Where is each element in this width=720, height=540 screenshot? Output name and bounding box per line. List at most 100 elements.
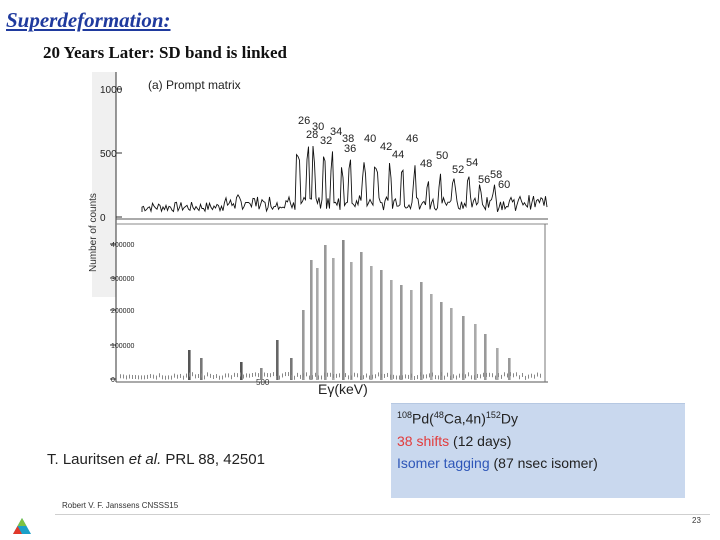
spectrum-background xyxy=(498,373,499,378)
spectrum-peak xyxy=(370,266,373,380)
spectrum-background xyxy=(540,373,541,378)
peak-label: 38 xyxy=(342,133,354,145)
peak-label: 36 xyxy=(344,143,356,155)
spectrum-background xyxy=(531,373,532,378)
spectrum-background xyxy=(396,375,397,380)
spectrum-background xyxy=(243,374,244,379)
spectrum-background xyxy=(285,372,286,377)
peak-label: 58 xyxy=(490,169,502,181)
spectrum-background xyxy=(435,375,436,380)
spectrum-peak xyxy=(240,362,243,380)
spectrum-peak xyxy=(316,268,319,380)
spectrum-background xyxy=(192,372,193,377)
peak-label: 44 xyxy=(392,149,404,161)
spectrum-background xyxy=(501,374,502,379)
spectrum-background xyxy=(528,374,529,379)
reaction-ca: Ca,4n) xyxy=(443,410,486,427)
spectrum-background xyxy=(303,373,304,378)
peak-label: 60 xyxy=(498,179,510,191)
spectrum-background xyxy=(363,375,364,380)
peak-label: 48 xyxy=(420,158,432,170)
spectrum-background xyxy=(252,372,253,377)
spectrum-peak xyxy=(508,358,511,380)
spectrum-background xyxy=(174,373,175,378)
spectrum-background xyxy=(324,372,325,377)
shifts-highlight: 38 shifts xyxy=(397,433,450,449)
peak-label: 30 xyxy=(312,121,324,133)
spectrum-peak xyxy=(420,282,423,380)
spectrum-background xyxy=(240,372,241,377)
spectrum-peak xyxy=(360,252,363,380)
spectrum-background xyxy=(513,373,514,378)
peak-label: 40 xyxy=(364,133,376,145)
spectrum-background xyxy=(270,373,271,378)
peak-label: 42 xyxy=(380,141,392,153)
peak-label: 54 xyxy=(466,157,478,169)
peak-label: 26 xyxy=(298,115,310,127)
bottom-tick-label: 400000 xyxy=(111,242,134,249)
peak-label: 56 xyxy=(478,174,490,186)
spectrum-background xyxy=(372,374,373,379)
spectrum-peak xyxy=(450,308,453,380)
spectrum-background xyxy=(249,373,250,378)
figure-left-margin xyxy=(92,72,116,297)
spectrum-background xyxy=(357,373,358,378)
spectrum-background xyxy=(411,373,412,378)
spectrum-background xyxy=(384,373,385,378)
spectrum-background xyxy=(381,373,382,378)
citation: T. Lauritsen et al. PRL 88, 42501 xyxy=(47,451,265,468)
spectrum-background xyxy=(162,375,163,380)
reaction-pd: Pd( xyxy=(412,410,434,427)
spectrum-background xyxy=(468,372,469,377)
panel-a-label: (a) Prompt matrix xyxy=(148,78,241,92)
spectrum-peak xyxy=(290,358,293,380)
spectrum-background xyxy=(165,375,166,380)
spectrum-background xyxy=(258,373,259,378)
spectrum-background xyxy=(402,375,403,380)
top-tick-label: 500 xyxy=(100,149,117,160)
slide-subtitle: 20 Years Later: SD band is linked xyxy=(43,43,288,62)
spectrum-background xyxy=(225,373,226,378)
spectrum-background xyxy=(309,375,310,380)
spectrum-background xyxy=(330,372,331,377)
spectrum-background xyxy=(465,374,466,379)
spectrum-background xyxy=(438,375,439,380)
prompt-matrix-spectrum xyxy=(141,145,548,213)
spectrum-background xyxy=(354,372,355,377)
spectrum-background xyxy=(126,375,127,380)
spectrum-background xyxy=(171,375,172,380)
spectrum-background xyxy=(123,374,124,379)
spectrum-figure: (a) Prompt matrix Number of counts Eγ(ke… xyxy=(80,72,680,402)
spectrum-background xyxy=(393,374,394,379)
spectrum-background xyxy=(456,375,457,380)
spectrum-peak xyxy=(400,285,403,380)
spectrum-background xyxy=(429,373,430,378)
footer-divider xyxy=(55,514,710,515)
axis-ticks: 1000 500 0 400000 300000 200000 100000 0 500 xyxy=(100,85,270,387)
reaction-sup-ca: 48 xyxy=(433,410,444,420)
page-number: 23 xyxy=(692,516,701,525)
spectrum-background xyxy=(141,375,142,380)
spectrum-background xyxy=(399,375,400,380)
spectrum-peak xyxy=(260,368,263,380)
summed-spectrum xyxy=(120,240,541,380)
spectrum-peak xyxy=(496,348,499,380)
spectrum-background xyxy=(366,373,367,378)
spectrum-peak xyxy=(324,245,327,380)
spectrum-peak xyxy=(484,334,487,380)
spectrum-background xyxy=(444,375,445,380)
top-tick-label: 0 xyxy=(100,213,106,224)
spectrum-peak xyxy=(200,358,203,380)
spectrum-background xyxy=(432,372,433,377)
spectrum-background xyxy=(342,375,343,380)
spectrum-background xyxy=(447,372,448,377)
spectrum-background xyxy=(414,375,415,380)
spectrum-background xyxy=(480,374,481,379)
spectrum-background xyxy=(471,375,472,380)
spectrum-background xyxy=(306,372,307,377)
spectrum-background xyxy=(327,372,328,377)
spectrum-background xyxy=(255,372,256,377)
spectrum-background xyxy=(228,373,229,378)
spectrum-background xyxy=(264,372,265,377)
